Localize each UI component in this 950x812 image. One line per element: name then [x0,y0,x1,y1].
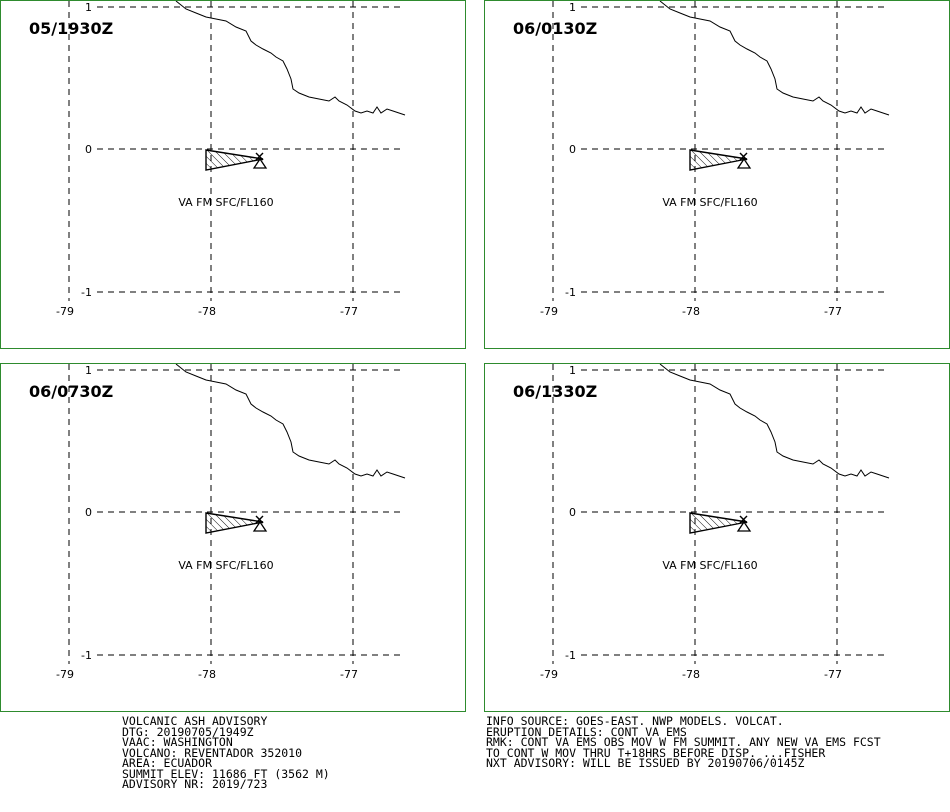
advisory-line: VOLCANIC ASH ADVISORY [122,714,268,728]
latitude-label: -1 [565,286,576,299]
longitude-label: -77 [824,668,842,681]
longitude-label: -79 [540,305,558,318]
longitude-label: -78 [198,305,216,318]
volcano-x-icon [255,152,264,161]
volcano-triangle-icon [252,520,268,532]
advisory-line: ADVISORY NR: 2019/723 [122,777,268,791]
ash-level-label: VA FM SFC/FL160 [178,196,273,209]
longitude-label: -79 [56,668,74,681]
forecast-panel: 1 0 -1 -79 -78 -77 VA FM SFC/FL160 06/0130Z [484,0,950,349]
volcano-triangle-icon [252,157,268,169]
volcano-x-icon [739,152,748,161]
coastline [175,1,406,116]
volcano-triangle-icon [736,520,752,532]
panel-time-label: 06/1330Z [513,382,598,401]
latitude-label: -1 [81,649,92,662]
ash-cloud-polygon [205,149,264,171]
advisory-line: VAAC: WASHINGTON [122,735,233,749]
map-canvas: 1 0 -1 -79 -78 -77 VA FM SFC/FL160 [56,1,406,318]
longitude-label: -77 [824,305,842,318]
longitude-label: -79 [56,305,74,318]
longitude-label: -77 [340,305,358,318]
map-canvas: 1 0 -1 -79 -78 -77 VA FM SFC/FL160 [540,364,890,681]
coastline [175,364,406,479]
latitude-label: 0 [85,506,92,519]
ash-level-label: VA FM SFC/FL160 [178,559,273,572]
ash-cloud-polygon [689,149,748,171]
advisory-line: INFO SOURCE: GOES-EAST. NWP MODELS. VOLC… [486,714,784,728]
latitude-label: 0 [569,143,576,156]
advisory-info-left: VOLCANIC ASH ADVISORY DTG: 20190705/1949Z… [122,716,330,790]
latitude-label: 1 [85,1,92,14]
ash-cloud-polygon [689,512,748,534]
volcano-x-icon [739,515,748,524]
ash-level-label: VA FM SFC/FL160 [662,196,757,209]
longitude-label: -79 [540,668,558,681]
panel-time-label: 05/1930Z [29,19,114,38]
ash-cloud-polygon [205,512,264,534]
longitude-label: -78 [198,668,216,681]
advisory-info-right: INFO SOURCE: GOES-EAST. NWP MODELS. VOLC… [486,716,881,769]
coastline [659,1,890,116]
advisory-line: SUMMIT ELEV: 11686 FT (3562 M) [122,766,330,781]
latitude-label: -1 [81,286,92,299]
advisory-line: AREA: ECUADOR [122,756,213,770]
advisory-line: DTG: 20190705/1949Z [122,724,254,739]
map-canvas: 1 0 -1 -79 -78 -77 VA FM SFC/FL160 [540,1,890,318]
longitude-label: -77 [340,668,358,681]
advisory-line: ERUPTION DETAILS: CONT VA EMS [486,724,687,739]
panel-time-label: 06/0730Z [29,382,114,401]
forecast-panel: 1 0 -1 -79 -78 -77 VA FM SFC/FL160 06/1330Z [484,363,950,712]
latitude-label: 1 [569,1,576,14]
forecast-panel: 1 0 -1 -79 -78 -77 VA FM SFC/FL160 06/0730Z [0,363,466,712]
latitude-label: 0 [85,143,92,156]
longitude-label: -78 [682,305,700,318]
map-canvas: 1 0 -1 -79 -78 -77 VA FM SFC/FL160 [56,364,406,681]
latitude-label: -1 [565,649,576,662]
advisory-line: RMK: CONT VA EMS OBS MOV W FM SUMMIT. AN… [486,735,881,749]
coastline [659,364,890,479]
volcano-triangle-icon [736,157,752,169]
longitude-label: -78 [682,668,700,681]
volcano-x-icon [255,515,264,524]
advisory-line: VOLCANO: REVENTADOR 352010 [122,745,303,760]
latitude-label: 0 [569,506,576,519]
forecast-panel: 1 0 -1 -79 -78 -77 VA FM SFC/FL160 05/1930Z [0,0,466,349]
advisory-line: NXT ADVISORY: WILL BE ISSUED BY 20190706… [486,756,805,770]
panel-time-label: 06/0130Z [513,19,598,38]
ash-level-label: VA FM SFC/FL160 [662,559,757,572]
latitude-label: 1 [85,364,92,377]
latitude-label: 1 [569,364,576,377]
advisory-line: TO CONT W MOV THRU T+18HRS BEFORE DISP. … [486,745,826,760]
